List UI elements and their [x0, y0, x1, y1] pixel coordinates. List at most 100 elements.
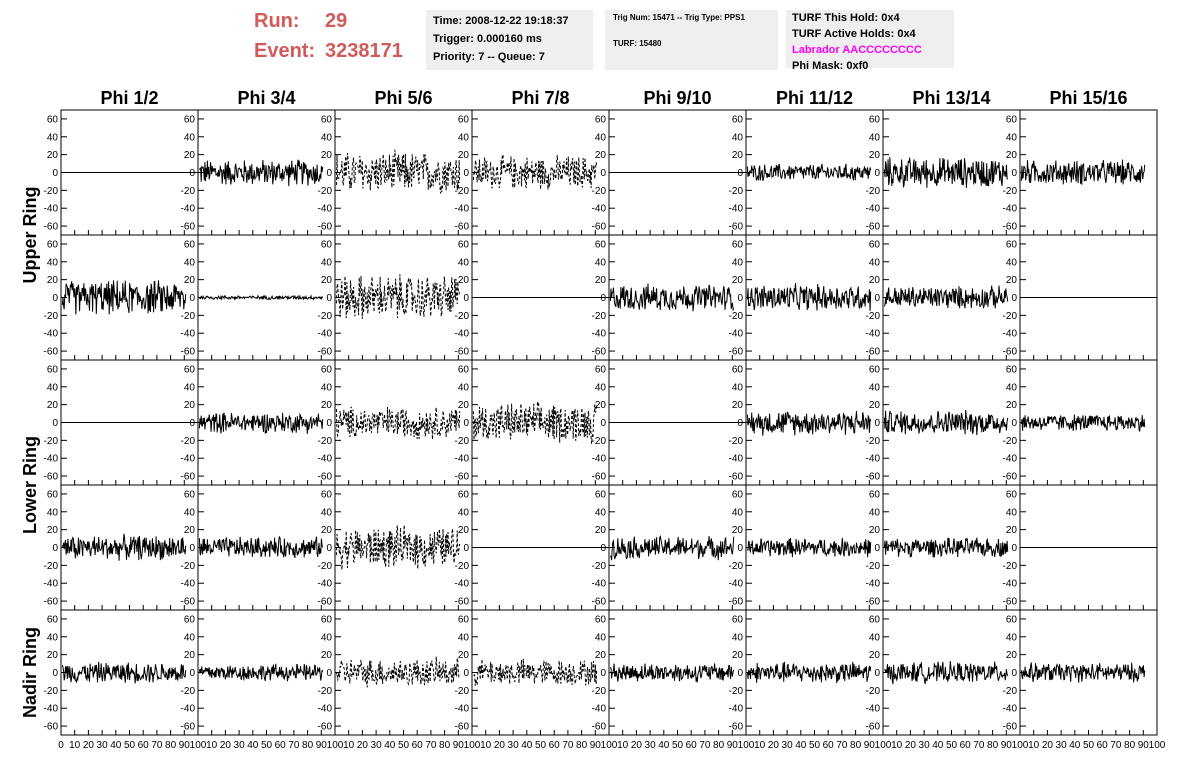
y-tick-label: 40 [321, 132, 333, 143]
y-tick-label: -40 [866, 704, 881, 715]
y-tick-label: -20 [592, 436, 607, 447]
y-tick-label: 0 [189, 418, 195, 429]
waveform-trace [746, 537, 872, 558]
x-tick-label: 100 [327, 740, 344, 751]
y-tick-label: -40 [318, 454, 333, 465]
y-tick-label: 40 [1006, 257, 1018, 268]
x-tick-label: 40 [1069, 740, 1081, 751]
x-tick-label: 90 [727, 740, 739, 751]
y-tick-label: -20 [866, 686, 881, 697]
x-tick-label: 50 [1083, 740, 1095, 751]
y-tick-label: 60 [184, 614, 196, 625]
y-tick-label: 60 [1006, 239, 1018, 250]
y-tick-label: 0 [737, 293, 743, 304]
x-tick-label: 60 [549, 740, 561, 751]
y-tick-label: -40 [1003, 454, 1018, 465]
y-tick-label: -40 [44, 704, 59, 715]
x-tick-label: 100 [875, 740, 892, 751]
x-tick-label: 50 [535, 740, 547, 751]
y-tick-label: 40 [184, 257, 196, 268]
y-tick-label: -20 [1003, 686, 1018, 697]
x-tick-label: 100 [190, 740, 207, 751]
y-tick-label: -60 [455, 472, 470, 483]
y-tick-label: 0 [874, 418, 880, 429]
x-tick-label: 60 [823, 740, 835, 751]
y-tick-label: -60 [592, 222, 607, 233]
y-tick-label: -40 [44, 329, 59, 340]
y-tick-label: 20 [47, 150, 59, 161]
column-header: Phi 11/12 [776, 88, 853, 108]
x-tick-label: 30 [508, 740, 520, 751]
x-tick-label: 60 [960, 740, 972, 751]
y-tick-label: 20 [47, 400, 59, 411]
y-tick-label: -60 [729, 472, 744, 483]
waveform-trace [198, 663, 324, 682]
y-tick-label: -40 [729, 454, 744, 465]
x-tick-label: 70 [1110, 740, 1122, 751]
y-tick-label: -20 [44, 436, 59, 447]
y-tick-label: 60 [47, 114, 59, 125]
y-tick-label: 40 [47, 632, 59, 643]
x-tick-label: 50 [809, 740, 821, 751]
y-tick-label: -60 [866, 222, 881, 233]
x-tick-label: 70 [836, 740, 848, 751]
y-tick-label: 60 [732, 239, 744, 250]
y-tick-label: 20 [458, 275, 470, 286]
y-tick-label: -20 [729, 686, 744, 697]
y-tick-label: 0 [463, 543, 469, 554]
y-tick-label: -60 [1003, 597, 1018, 608]
x-tick-label: 10 [617, 740, 629, 751]
y-tick-label: -40 [729, 704, 744, 715]
ring-label: Upper Ring [20, 187, 40, 284]
x-tick-label: 20 [494, 740, 506, 751]
x-tick-label: 20 [905, 740, 917, 751]
x-tick-label: 70 [288, 740, 300, 751]
waveform-trace [883, 409, 1009, 436]
y-tick-label: 20 [458, 525, 470, 536]
y-tick-label: 40 [184, 632, 196, 643]
y-tick-label: 20 [595, 400, 607, 411]
y-tick-label: 0 [326, 168, 332, 179]
y-tick-label: 60 [1006, 114, 1018, 125]
waveform-trace [61, 280, 187, 315]
y-tick-label: 60 [595, 239, 607, 250]
y-tick-label: 40 [732, 507, 744, 518]
y-tick-label: 20 [595, 650, 607, 661]
x-tick-label: 90 [179, 740, 191, 751]
y-tick-label: 0 [874, 543, 880, 554]
x-tick-label: 50 [946, 740, 958, 751]
x-tick-label: 30 [371, 740, 383, 751]
y-tick-label: 40 [869, 507, 881, 518]
x-tick-label: 70 [425, 740, 437, 751]
y-tick-label: -60 [44, 222, 59, 233]
y-tick-label: -60 [455, 722, 470, 733]
time-text: Time: 2008-12-22 19:18:37 [433, 15, 569, 27]
y-tick-label: -40 [866, 204, 881, 215]
turf-this-hold-text: TURF This Hold: 0x4 [792, 12, 900, 24]
y-tick-label: -20 [455, 686, 470, 697]
x-tick-label: 30 [645, 740, 657, 751]
y-tick-label: 60 [321, 239, 333, 250]
event-time-info: Time: 2008-12-22 19:18:37 Trigger: 0.000… [426, 10, 593, 70]
y-tick-label: 40 [869, 257, 881, 268]
y-tick-label: 0 [737, 168, 743, 179]
y-tick-label: -20 [592, 561, 607, 572]
x-tick-label: 100 [464, 740, 481, 751]
y-tick-label: 60 [732, 489, 744, 500]
y-tick-label: 0 [463, 418, 469, 429]
y-tick-label: 60 [458, 239, 470, 250]
y-tick-label: 0 [737, 668, 743, 679]
x-tick-label: 40 [795, 740, 807, 751]
x-tick-label: 80 [165, 740, 177, 751]
y-tick-label: 40 [869, 132, 881, 143]
y-tick-label: 40 [47, 382, 59, 393]
y-tick-label: 40 [732, 132, 744, 143]
y-tick-label: 0 [463, 668, 469, 679]
y-tick-label: 0 [874, 293, 880, 304]
turf-info: TURF This Hold: 0x4 TURF Active Holds: 0… [786, 10, 954, 72]
y-tick-label: -20 [181, 186, 196, 197]
y-tick-label: 0 [326, 668, 332, 679]
column-header: Phi 13/14 [912, 88, 990, 108]
column-header: Phi 1/2 [100, 88, 158, 108]
y-tick-label: -60 [181, 222, 196, 233]
